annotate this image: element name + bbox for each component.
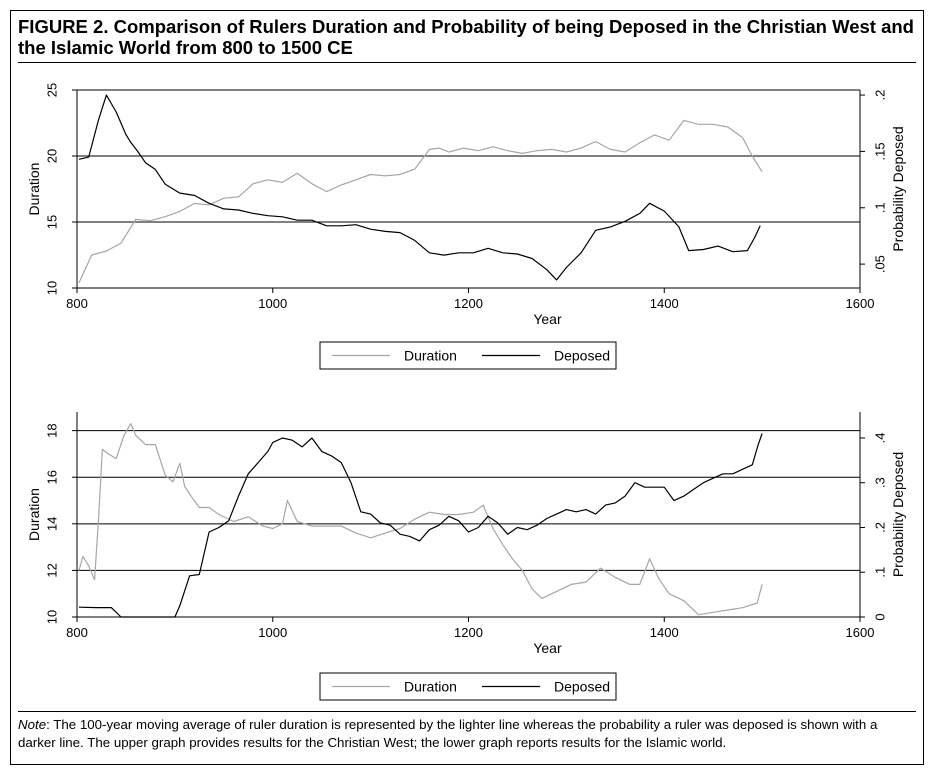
legend-label-duration: Duration xyxy=(404,679,457,695)
chart-panel-1: 10 15 20 25 .05 .1 .15 .2 800 1000 1200 1400 1600 Yea… xyxy=(26,83,906,370)
x-tick-label: 1000 xyxy=(258,296,287,311)
y-axis-title: Duration xyxy=(26,488,42,541)
x-axis-title: Year xyxy=(533,640,562,656)
legend: Duration Deposed xyxy=(319,672,617,701)
series-line-duration xyxy=(78,119,763,283)
note-divider xyxy=(18,711,916,712)
title-divider xyxy=(18,62,916,63)
y-tick-label: 10 xyxy=(45,281,60,295)
series-line-deposed xyxy=(78,94,761,281)
y2-tick-label: .4 xyxy=(873,433,888,444)
legend: Duration Deposed xyxy=(319,341,617,370)
y-tick-label: 25 xyxy=(45,83,60,97)
y-tick-label: 16 xyxy=(45,470,60,484)
x-tick-label: 800 xyxy=(66,296,88,311)
y2-tick-label: .15 xyxy=(873,142,888,160)
y2-tick-label: .05 xyxy=(873,255,888,273)
y-axis-title: Duration xyxy=(26,163,42,216)
x-tick-label: 1200 xyxy=(454,296,483,311)
y-tick-label: 14 xyxy=(45,517,60,531)
x-tick-label: 1400 xyxy=(650,625,679,640)
x-tick-label: 1000 xyxy=(258,625,287,640)
y2-axis-title: Probability Deposed xyxy=(890,452,906,577)
y2-tick-label: .3 xyxy=(873,477,888,488)
x-tick-label: 1200 xyxy=(454,625,483,640)
x-tick-label: 1600 xyxy=(846,625,875,640)
x-tick-label: 1600 xyxy=(846,296,875,311)
y-tick-label: 12 xyxy=(45,563,60,577)
figure-frame xyxy=(10,10,924,765)
x-tick-label: 800 xyxy=(66,625,88,640)
y2-tick-label: .1 xyxy=(873,567,888,578)
figure-note: Note: The 100-year moving average of rul… xyxy=(18,716,918,752)
note-label: Note xyxy=(18,717,47,732)
legend-label-deposed: Deposed xyxy=(554,679,610,695)
figure-title: FIGURE 2. Comparison of Rulers Duration … xyxy=(18,16,914,58)
y2-tick-label: 0 xyxy=(873,613,888,620)
series-line-deposed xyxy=(78,433,763,618)
y-tick-label: 20 xyxy=(45,149,60,163)
legend-label-deposed: Deposed xyxy=(554,348,610,364)
chart-panel-2: 10 12 14 16 18 0 .1 .2 .3 .4 800 1000 1200 1400 1600 Ye… xyxy=(26,412,906,701)
y-tick-label: 15 xyxy=(45,215,60,229)
x-tick-label: 1400 xyxy=(650,296,679,311)
y2-tick-label: .2 xyxy=(873,90,888,101)
note-text: : The 100-year moving average of ruler d… xyxy=(18,717,878,750)
y-tick-label: 10 xyxy=(45,610,60,624)
y2-tick-label: .1 xyxy=(873,202,888,213)
legend-label-duration: Duration xyxy=(404,348,457,364)
series-line-duration xyxy=(78,423,763,616)
y2-tick-label: .2 xyxy=(873,522,888,533)
y-tick-label: 18 xyxy=(45,423,60,437)
y2-axis-title: Probability Deposed xyxy=(890,126,906,251)
x-axis-title: Year xyxy=(533,311,562,327)
